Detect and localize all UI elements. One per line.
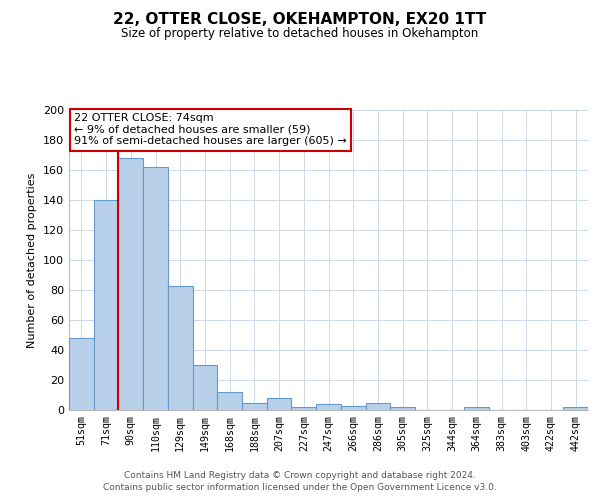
Bar <box>316 404 341 410</box>
Y-axis label: Number of detached properties: Number of detached properties <box>28 172 37 348</box>
Bar <box>217 392 242 410</box>
Bar <box>69 338 94 410</box>
Bar <box>94 200 118 410</box>
Text: 22 OTTER CLOSE: 74sqm
← 9% of detached houses are smaller (59)
91% of semi-detac: 22 OTTER CLOSE: 74sqm ← 9% of detached h… <box>74 113 347 146</box>
Bar <box>267 398 292 410</box>
Bar <box>168 286 193 410</box>
Bar <box>341 406 365 410</box>
Bar <box>143 167 168 410</box>
Bar <box>464 407 489 410</box>
Bar <box>292 407 316 410</box>
Text: 22, OTTER CLOSE, OKEHAMPTON, EX20 1TT: 22, OTTER CLOSE, OKEHAMPTON, EX20 1TT <box>113 12 487 28</box>
Bar <box>365 402 390 410</box>
Bar <box>118 158 143 410</box>
Bar <box>242 402 267 410</box>
Bar <box>193 365 217 410</box>
Bar <box>390 407 415 410</box>
Text: Contains HM Land Registry data © Crown copyright and database right 2024.
Contai: Contains HM Land Registry data © Crown c… <box>103 471 497 492</box>
Text: Size of property relative to detached houses in Okehampton: Size of property relative to detached ho… <box>121 28 479 40</box>
Bar <box>563 407 588 410</box>
